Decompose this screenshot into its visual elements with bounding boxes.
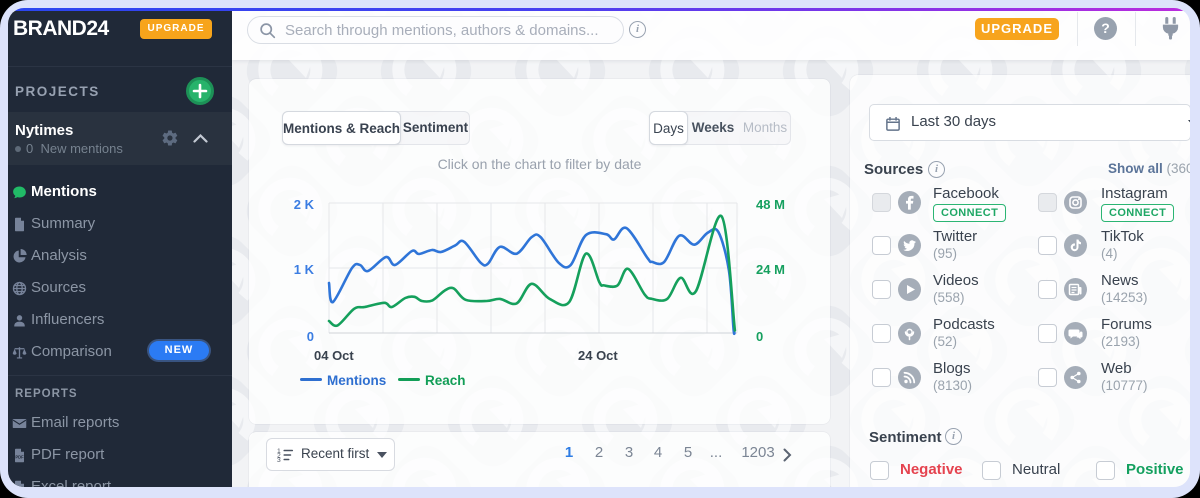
svg-text:1: 1 bbox=[277, 448, 281, 455]
svg-text:XLS: XLS bbox=[16, 487, 24, 488]
svg-text:PDF: PDF bbox=[15, 455, 24, 460]
svg-text:2: 2 bbox=[277, 453, 281, 460]
svg-text:3: 3 bbox=[277, 457, 281, 464]
